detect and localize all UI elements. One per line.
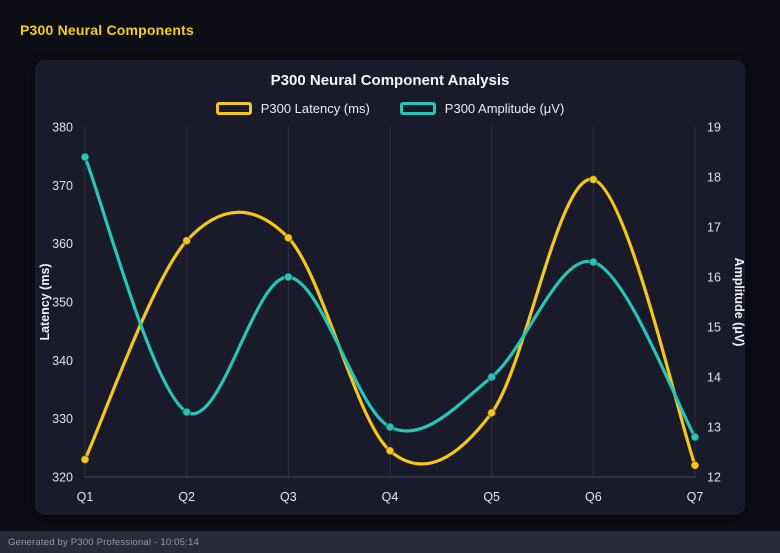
right-axis-tick: 16 [707,271,721,285]
footer-bar: Generated by P300 Professional - 10:05:1… [0,531,780,553]
x-axis-label: Q7 [687,490,704,504]
legend-label-latency: P300 Latency (ms) [260,100,370,116]
data-point[interactable] [487,372,497,382]
data-point[interactable] [283,233,293,243]
page-title: P300 Neural Components [20,22,194,38]
chart-title: P300 Neural Component Analysis [270,72,510,89]
data-point[interactable] [588,174,598,185]
data-point[interactable] [690,432,700,442]
legend-swatch-latency [215,101,252,115]
data-point[interactable] [588,257,598,267]
left-axis-tick: 380 [52,121,73,135]
data-point[interactable] [182,236,192,246]
data-point[interactable] [385,422,395,432]
data-point[interactable] [283,272,293,282]
right-axis-tick: 12 [707,471,721,485]
x-axis-label: Q4 [382,490,399,504]
left-axis-tick: 360 [52,237,73,251]
right-axis-title: Amplitude (μV) [732,258,745,347]
right-axis-tick: 18 [707,171,721,185]
x-axis-label: Q1 [77,490,94,504]
data-point[interactable] [182,407,192,417]
chart-panel: P300 Neural Component Analysis P300 Late… [35,60,745,515]
left-axis-tick: 350 [52,296,73,310]
x-axis-label: Q6 [585,490,602,504]
chart-legend: P300 Latency (ms) P300 Amplitude (μV) [35,99,745,117]
right-axis-tick: 13 [707,421,721,435]
left-axis-tick: 320 [52,471,73,485]
left-axis-tick: 340 [52,354,73,368]
data-point[interactable] [385,446,395,456]
right-axis-tick: 19 [707,121,721,135]
left-axis-title: Latency (ms) [38,263,52,340]
x-axis-label: Q3 [280,490,297,504]
data-point[interactable] [80,152,90,162]
footer-text: Generated by P300 Professional - 10:05:1… [8,536,199,548]
right-axis-tick: 14 [707,371,721,385]
data-point[interactable] [690,460,700,470]
left-axis-tick: 370 [52,179,73,193]
x-axis-label: Q2 [178,490,195,504]
data-point[interactable] [487,408,497,418]
right-axis-tick: 17 [707,221,721,235]
legend-item-amplitude[interactable]: P300 Amplitude (μV) [399,100,565,116]
legend-label-amplitude: P300 Amplitude (μV) [444,100,565,116]
legend-item-latency[interactable]: P300 Latency (ms) [215,100,370,116]
x-axis-label: Q5 [483,490,500,504]
data-point[interactable] [80,454,90,465]
right-axis-tick: 15 [707,321,721,335]
left-axis-tick: 330 [52,412,73,426]
chart-canvas: 320 330 340 350 360 370 380 12 13 14 15 16 17 18 19 Q1 Q… [38,121,745,504]
legend-swatch-amplitude [399,101,436,115]
